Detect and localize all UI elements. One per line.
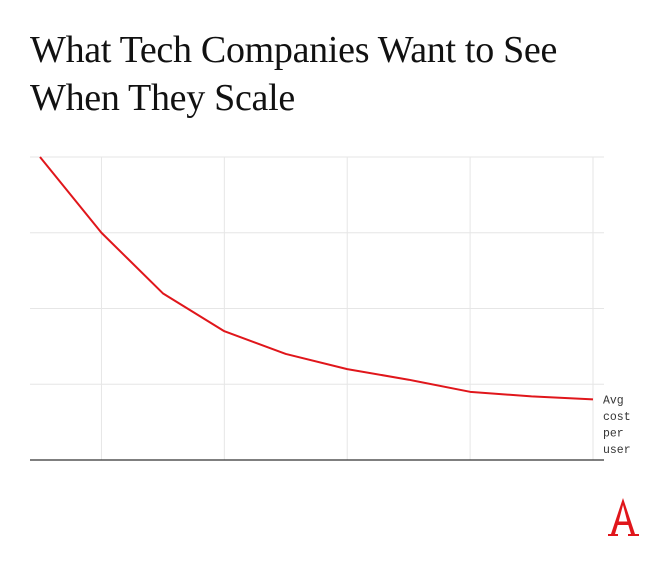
series-label-line: user (603, 444, 631, 457)
series-line (39, 156, 594, 401)
series-label-line: per (603, 427, 624, 440)
grid (30, 156, 604, 460)
series-label: Avg cost per user (603, 394, 631, 457)
series-lines (39, 156, 594, 401)
the-atlantic-logo (608, 498, 639, 536)
chart-title: What Tech Companies Want to See When The… (30, 29, 558, 119)
series-label-line: cost (603, 411, 631, 424)
series-label-line: Avg (603, 394, 624, 407)
